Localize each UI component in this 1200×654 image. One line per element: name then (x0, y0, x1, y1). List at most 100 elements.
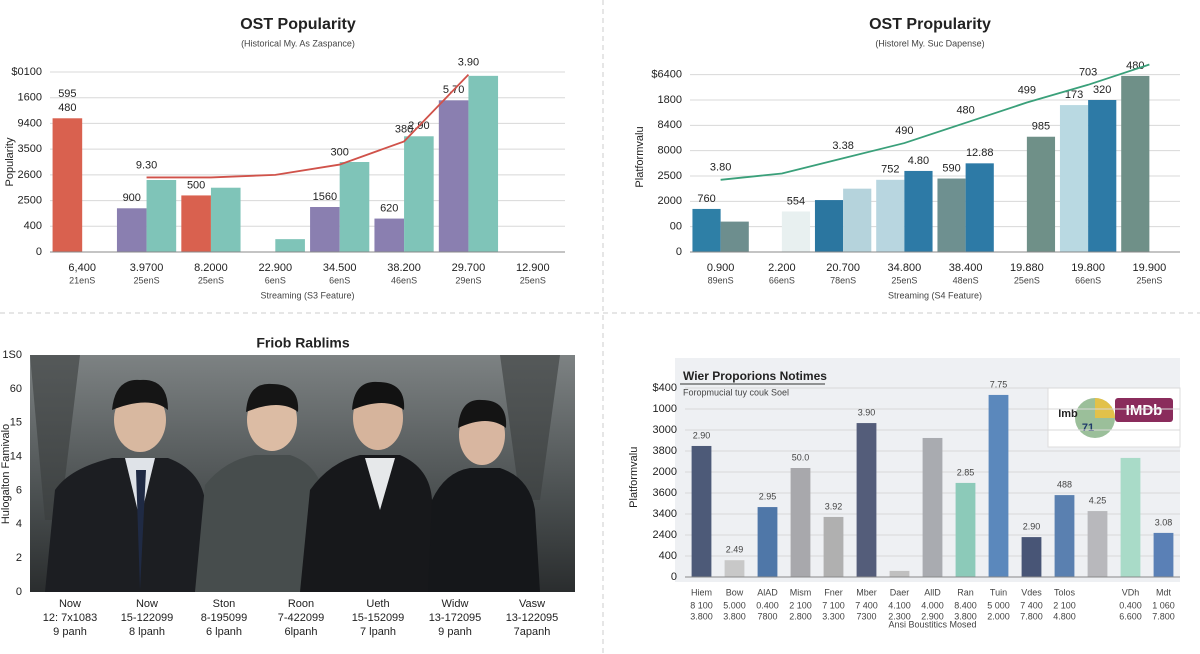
bar (937, 178, 966, 252)
x-tick-sublabel: 4.100 (888, 600, 911, 610)
y-tick-label: 2500 (18, 194, 42, 206)
x-tick-label: 6,400 (68, 262, 96, 274)
x-tick-label: Mism (790, 587, 812, 597)
x-tick-label: 19.880 (1010, 262, 1044, 274)
x-tick-sublabel: 8-195099 (201, 612, 248, 624)
bar (856, 423, 877, 577)
x-tick-label: Ran (957, 587, 974, 597)
bar (468, 75, 499, 252)
x-tick-label: 2.200 (768, 262, 796, 274)
bar (1088, 100, 1117, 252)
x-tick-label: Daer (890, 587, 910, 597)
data-note: 3.90 (458, 56, 479, 68)
bar (1087, 511, 1108, 577)
data-note: 703 (1079, 67, 1097, 79)
bar (275, 239, 305, 252)
x-tick-label: Widw (442, 598, 469, 610)
y-axis-label: Platformvalu (628, 447, 640, 508)
x-tick-label: AlAD (757, 587, 778, 597)
bar (922, 437, 943, 577)
hair (246, 383, 299, 412)
data-note: 590 (942, 162, 960, 174)
bar (146, 180, 177, 252)
x-tick-sublabel: 89enS (708, 275, 734, 285)
bar (1120, 457, 1141, 577)
x-tick-sublabel: 7 400 (855, 600, 878, 610)
x-tick-sublabel: 3.800 (954, 611, 977, 621)
bar (876, 179, 905, 252)
x-tick-sublabel: 7800 (757, 611, 777, 621)
data-note: 595 (58, 88, 76, 100)
y-tick-label: 3400 (653, 508, 677, 520)
data-note: 480 (58, 102, 76, 114)
x-tick-label: Hiem (691, 587, 712, 597)
x-tick-sublabel: 3.300 (822, 611, 845, 621)
x-tick-sublabel: 25enS (891, 275, 917, 285)
line (720, 63, 1150, 181)
y-tick-label: 2000 (658, 195, 682, 207)
x-tick-sublabel: 7.800 (1020, 611, 1043, 621)
data-note: 3.38 (832, 140, 853, 152)
x-tick-sublabel: 3.800 (723, 611, 746, 621)
x-tick-label: AllD (924, 587, 941, 597)
x-tick-label: Mber (856, 587, 877, 597)
bar (438, 100, 469, 253)
data-note: 173 (1065, 89, 1083, 101)
x-tick-sublabel: 78enS (830, 275, 856, 285)
y-tick-label: 00 (670, 221, 682, 233)
chart-title: OST Propularity (869, 16, 991, 33)
chart-subtitle: (Historical My. As Zaspance) (241, 38, 355, 48)
x-tick-sublabel: 8 lpanh (129, 626, 165, 638)
badge: IMDb lmb 71 (1047, 387, 1181, 448)
x-axis-label: Streaming (S4 Feature) (888, 290, 982, 300)
data-note: 380 (395, 123, 413, 135)
x-tick-sublabel: 7 lpanh (360, 626, 396, 638)
x-tick-label: Now (136, 598, 158, 610)
data-note: 50.0 (792, 452, 810, 462)
x-tick-sublabel: 66enS (1075, 275, 1101, 285)
x-tick-sublabel: 13-122095 (506, 612, 559, 624)
x-axis-label: Streaming (S3 Feature) (260, 290, 354, 300)
x-tick-sublabel: 25enS (1136, 275, 1162, 285)
y-tick-label: 3000 (653, 424, 677, 436)
bar (374, 218, 405, 252)
x-tick-sublabel: 9 panh (53, 626, 87, 638)
bar (965, 163, 994, 252)
person (428, 468, 540, 592)
data-note: 2.49 (726, 545, 744, 555)
bar (1054, 495, 1075, 577)
bar (724, 560, 745, 577)
bar (339, 162, 370, 252)
y-tick-label: 14 (10, 450, 22, 462)
data-note: 2.90 (693, 430, 711, 440)
x-tick-sublabel: 2 100 (1053, 600, 1076, 610)
tie (136, 470, 146, 590)
data-note: 4.80 (908, 155, 929, 167)
x-tick-label: Vasw (519, 598, 545, 610)
x-tick-sublabel: 48enS (953, 275, 979, 285)
x-tick-label: 12.900 (516, 262, 550, 274)
data-note: 488 (1057, 479, 1072, 489)
x-tick-sublabel: 5 000 (987, 600, 1010, 610)
badge-text: lmb (1058, 408, 1078, 420)
bar (1026, 136, 1056, 252)
hair (352, 381, 405, 410)
x-tick-label: Vdes (1021, 587, 1042, 597)
y-tick-label: 400 (24, 220, 42, 232)
x-tick-label: 0.900 (707, 262, 735, 274)
x-tick-sublabel: 2.900 (921, 611, 944, 621)
bar (116, 208, 147, 252)
data-note: 760 (697, 193, 715, 205)
chart-subtitle: Foropmucial tuy couk Soel (683, 387, 789, 397)
data-note: 985 (1032, 121, 1050, 133)
x-tick-label: 38.200 (387, 262, 421, 274)
y-tick-label: 15 (10, 417, 22, 429)
bar (1059, 105, 1089, 252)
x-tick-sublabel: 6.600 (1119, 611, 1142, 621)
bar (404, 136, 434, 252)
x-tick-sublabel: 6lpanh (284, 626, 317, 638)
bar (988, 394, 1009, 577)
x-tick-sublabel: 6enS (265, 275, 286, 285)
x-tick-sublabel: 8.400 (954, 600, 977, 610)
person (195, 455, 325, 592)
